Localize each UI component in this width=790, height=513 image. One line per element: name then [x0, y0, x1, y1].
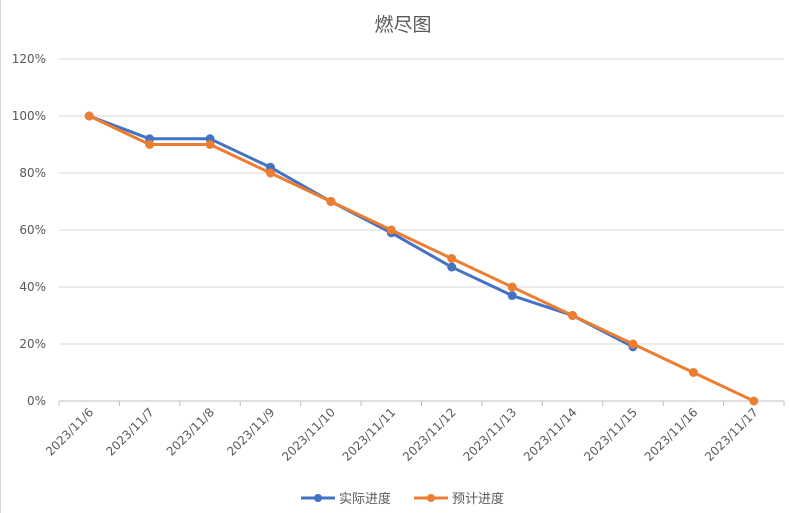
x-tick-label: 2023/11/13	[460, 405, 519, 464]
data-point	[205, 140, 215, 149]
series-lines	[84, 111, 759, 406]
y-tick-label: 60%	[19, 223, 46, 237]
data-point	[386, 225, 396, 235]
x-tick-label: 2023/11/10	[279, 405, 338, 464]
legend-label: 实际进度	[339, 491, 391, 507]
legend-swatch-marker	[314, 494, 322, 502]
series-line	[87, 114, 756, 403]
x-tick-label: 2023/11/14	[521, 405, 580, 464]
data-point	[84, 111, 94, 121]
x-axis: 2023/11/6 2023/11/7 2023/11/8 2023/11/9 2023…	[43, 401, 785, 464]
x-tick-label: 2023/11/15	[581, 405, 640, 464]
x-tick-label: 2023/11/11	[340, 405, 399, 464]
data-point	[749, 396, 759, 406]
y-axis-tick-labels: 0% 20% 40% 60% 80% 100% 120%	[12, 52, 46, 408]
data-point	[568, 311, 578, 320]
data-point	[145, 140, 155, 149]
legend-item: 实际进度	[301, 491, 391, 507]
y-tick-label: 100%	[12, 109, 46, 123]
series-line	[87, 114, 635, 349]
data-point	[507, 282, 517, 292]
gridlines	[59, 58, 784, 402]
series-expected	[84, 111, 759, 406]
data-point	[507, 291, 517, 301]
x-tick-label: 2023/11/6	[43, 405, 96, 458]
y-tick-label: 40%	[19, 280, 46, 294]
data-point	[447, 262, 457, 272]
data-point	[326, 197, 336, 206]
y-tick-label: 120%	[12, 52, 46, 66]
x-tick-label: 2023/11/16	[642, 405, 701, 464]
x-tick-label: 2023/11/8	[164, 405, 217, 458]
data-point	[447, 254, 457, 263]
legend-item: 预计进度	[414, 491, 504, 507]
chart-title: 燃尽图	[374, 14, 431, 36]
legend-label: 预计进度	[452, 491, 504, 507]
y-tick-label: 20%	[19, 337, 46, 351]
legend-swatch-marker	[427, 494, 435, 502]
x-tick-label: 2023/11/7	[103, 405, 156, 458]
x-tick-label: 2023/11/17	[702, 405, 761, 464]
data-point	[628, 339, 638, 349]
x-tick-label: 2023/11/12	[400, 405, 459, 464]
legend: 实际进度 预计进度	[301, 491, 504, 507]
y-tick-label: 0%	[27, 394, 46, 408]
data-point	[265, 168, 275, 178]
series-actual	[84, 111, 638, 352]
y-tick-label: 80%	[19, 166, 46, 180]
x-tick-label: 2023/11/9	[224, 405, 277, 458]
data-point	[688, 368, 698, 377]
